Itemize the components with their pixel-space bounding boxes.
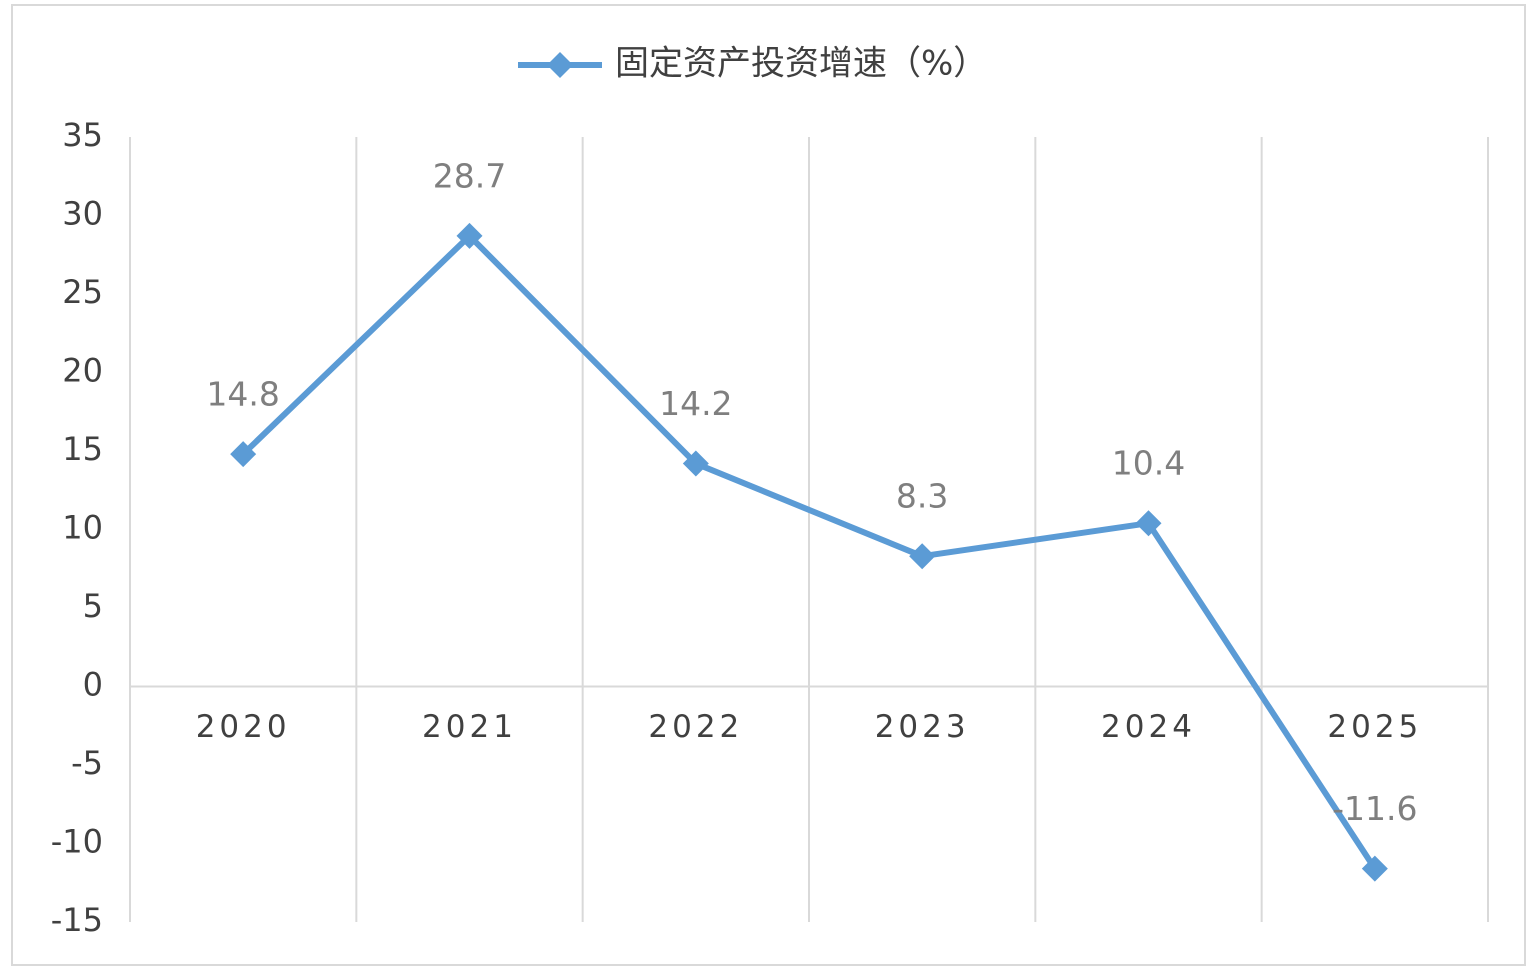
x-tick-label: 2025 <box>1327 709 1422 745</box>
y-tick-label: -5 <box>71 744 103 782</box>
chart-border <box>11 4 1526 966</box>
x-tick-label: 2022 <box>648 709 743 745</box>
legend-label: 固定资产投资增速（%） <box>615 44 987 84</box>
data-label: 14.2 <box>659 384 732 423</box>
marker <box>1135 510 1162 537</box>
marker <box>909 543 936 570</box>
data-label: 28.7 <box>433 156 506 195</box>
marker <box>682 450 709 477</box>
y-tick-label: 30 <box>62 195 103 233</box>
y-tick-label: 20 <box>62 352 103 390</box>
x-tick-label: 2024 <box>1101 709 1196 745</box>
x-tick-label: 2021 <box>422 709 517 745</box>
x-tick-label: 2023 <box>875 709 970 745</box>
y-tick-label: 25 <box>62 273 103 311</box>
marker <box>456 222 483 249</box>
data-label: 14.8 <box>206 375 279 414</box>
x-tick-label: 2020 <box>196 709 291 745</box>
y-tick-label: 5 <box>83 587 103 625</box>
legend-marker <box>547 52 573 78</box>
y-tick-label: -15 <box>51 901 103 939</box>
data-label: 8.3 <box>896 477 948 516</box>
y-tick-label: 35 <box>62 116 103 154</box>
marker <box>1361 855 1388 882</box>
series-line <box>241 232 1378 871</box>
y-tick-label: -10 <box>51 823 103 861</box>
data-label: 10.4 <box>1112 444 1185 483</box>
marker <box>230 441 257 468</box>
y-tick-label: 0 <box>83 666 103 704</box>
data-label: -11.6 <box>1332 789 1417 828</box>
y-tick-label: 10 <box>62 509 103 547</box>
y-tick-label: 15 <box>62 430 103 468</box>
